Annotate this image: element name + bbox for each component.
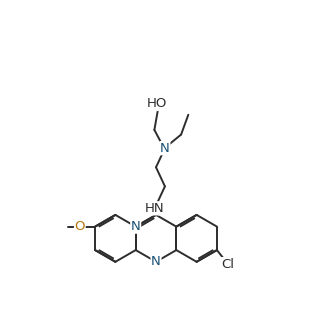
Text: N: N	[151, 255, 161, 268]
Text: Cl: Cl	[221, 258, 234, 271]
Text: HN: HN	[145, 202, 165, 215]
Text: HO: HO	[147, 97, 167, 111]
Text: O: O	[75, 220, 85, 233]
Text: N: N	[131, 220, 141, 233]
Text: N: N	[160, 142, 170, 155]
